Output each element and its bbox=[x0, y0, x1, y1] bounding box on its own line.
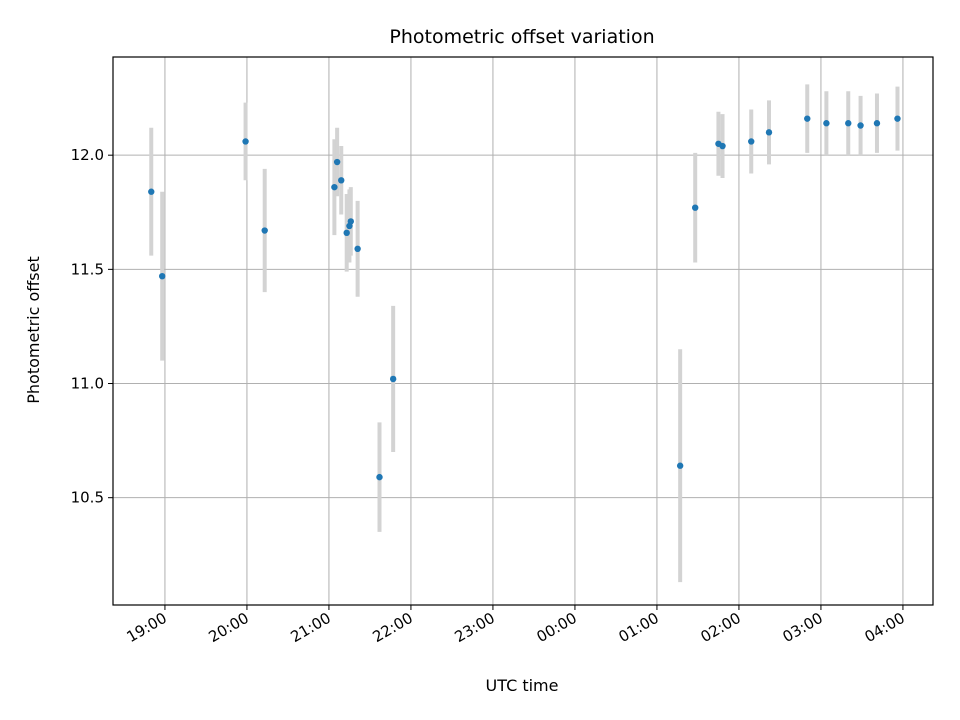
data-point bbox=[719, 142, 726, 150]
data-point bbox=[354, 245, 361, 252]
data-point bbox=[692, 204, 699, 211]
chart-title: Photometric offset variation bbox=[389, 26, 654, 48]
y-axis-ticks: 10.5 11.0 11.5 12.0 bbox=[71, 146, 113, 507]
data-points bbox=[148, 115, 901, 481]
data-point bbox=[894, 115, 901, 122]
data-point bbox=[845, 120, 852, 127]
data-point bbox=[376, 473, 383, 481]
data-point bbox=[338, 177, 345, 184]
y-tick-label: 12.0 bbox=[71, 146, 104, 164]
data-point bbox=[748, 138, 755, 145]
data-point bbox=[333, 158, 341, 166]
data-point bbox=[343, 229, 350, 237]
y-tick-label: 11.0 bbox=[71, 375, 104, 393]
data-point bbox=[765, 129, 773, 136]
y-tick-label: 11.5 bbox=[71, 260, 104, 278]
x-axis-title: UTC time bbox=[486, 676, 559, 695]
data-point bbox=[389, 375, 397, 383]
data-point bbox=[857, 122, 864, 129]
data-point bbox=[261, 227, 268, 234]
data-point bbox=[676, 462, 684, 469]
data-point bbox=[804, 115, 811, 122]
data-point bbox=[347, 218, 354, 225]
data-point bbox=[823, 120, 830, 127]
y-tick-label: 10.5 bbox=[71, 489, 104, 507]
data-point bbox=[873, 120, 881, 127]
data-point bbox=[148, 188, 155, 195]
plot-frame bbox=[112, 56, 934, 606]
y-axis-title: Photometric offset bbox=[24, 256, 43, 404]
grid bbox=[113, 57, 933, 605]
data-point bbox=[242, 138, 249, 145]
data-point bbox=[159, 273, 166, 280]
data-point bbox=[331, 183, 338, 191]
